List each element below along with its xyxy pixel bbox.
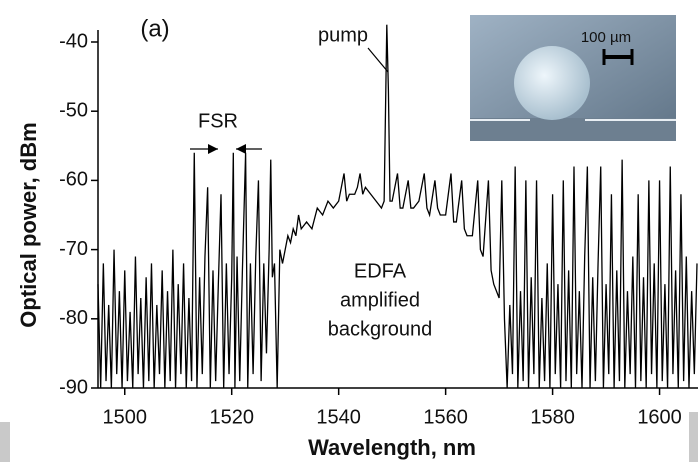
y-tick-label: -80 (59, 307, 88, 329)
y-tick-label: -40 (59, 30, 88, 52)
pump-label: pump (318, 24, 368, 46)
frame-strip (689, 412, 698, 462)
y-axis-title: Optical power, dBm (16, 122, 41, 327)
y-tick-label: -50 (59, 99, 88, 121)
scale-label: 100 µm (581, 29, 631, 46)
background-note: background (328, 318, 433, 340)
x-axis-title: Wavelength, nm (308, 435, 476, 460)
spectrum-line (97, 24, 698, 389)
inset-photo: 100 µm (470, 15, 676, 141)
x-tick-label: 1520 (209, 406, 254, 428)
background-note: amplified (340, 289, 420, 311)
fsr-arrowhead (208, 144, 218, 154)
x-tick-label: 1580 (530, 406, 575, 428)
y-tick-label: -60 (59, 169, 88, 191)
panel-label: (a) (140, 15, 169, 42)
y-tick-label: -90 (59, 376, 88, 398)
frame-strip (0, 422, 10, 462)
fsr-arrowhead (236, 144, 246, 154)
x-tick-label: 1500 (102, 406, 147, 428)
y-tick-label: -70 (59, 238, 88, 260)
x-tick-label: 1560 (423, 406, 468, 428)
x-tick-label: 1540 (316, 406, 361, 428)
inset-substrate (470, 118, 676, 141)
inset-sphere (514, 46, 590, 120)
background-note: EDFA (354, 260, 407, 282)
x-tick-label: 1600 (637, 406, 682, 428)
pump-pointer (367, 47, 389, 73)
fsr-label: FSR (198, 110, 238, 132)
